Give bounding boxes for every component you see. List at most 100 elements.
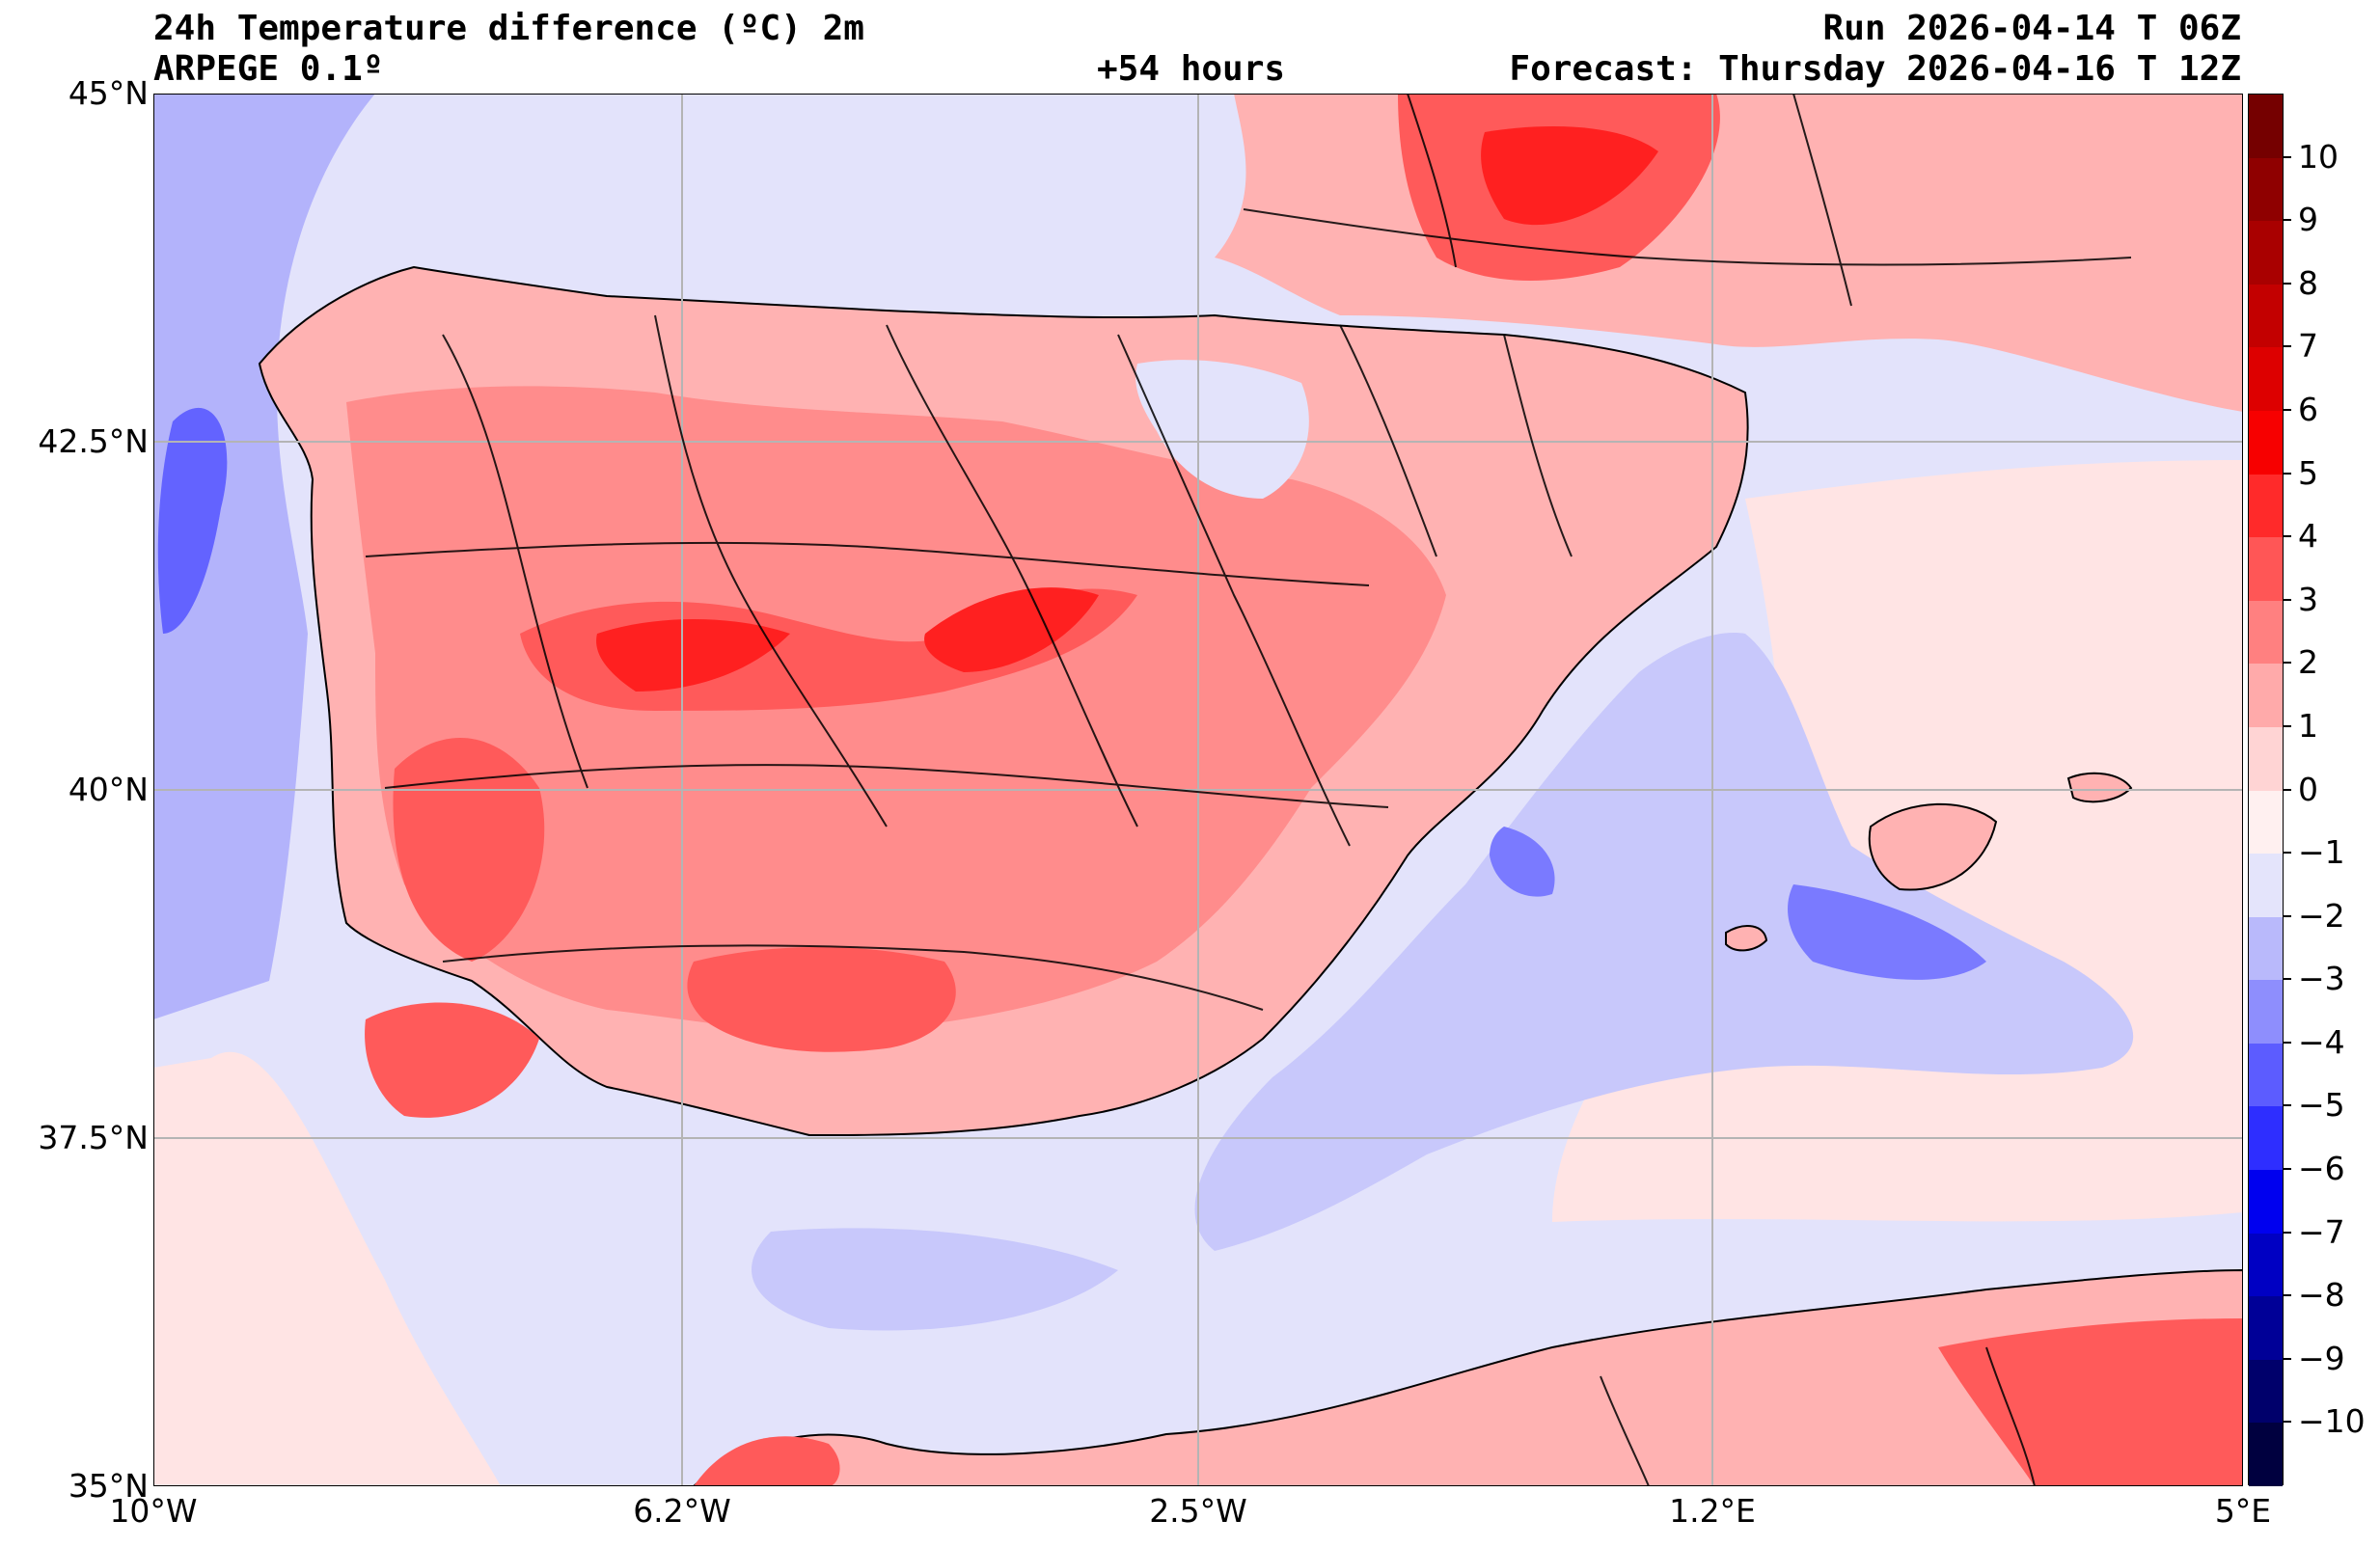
iberia-very-hot-zone	[596, 619, 790, 692]
colorbar-tick-label: −7	[2298, 1212, 2345, 1251]
colorbar-tick-label: 4	[2298, 517, 2318, 556]
colorbar-segment	[2249, 537, 2283, 602]
colorbar-tick	[2284, 914, 2291, 917]
colorbar-tick-label: 8	[2298, 263, 2318, 302]
lat-label-40n: 40°N	[68, 771, 149, 808]
colorbar-tick-label: 7	[2298, 327, 2318, 366]
colorbar-tick-label: −8	[2298, 1276, 2345, 1315]
colorbar-tick-label: 6	[2298, 390, 2318, 428]
colorbar-tick-label: 1	[2298, 706, 2318, 745]
colorbar-segment	[2249, 1043, 2283, 1107]
colorbar-segment	[2249, 1359, 2283, 1424]
colorbar-tick	[2284, 1357, 2291, 1360]
lon-label-5e: 5°E	[2214, 1492, 2272, 1530]
colorbar-tick	[2284, 1168, 2291, 1171]
colorbar-tick-label: 5	[2298, 453, 2318, 492]
med-cold-zone-2	[1490, 827, 1555, 897]
menorca-island	[2066, 772, 2133, 803]
lead-time-label: +54 hours	[1097, 49, 1286, 89]
colorbar-tick	[2284, 535, 2291, 538]
iberia-hot-zone-south	[687, 947, 956, 1052]
colorbar-tick-label: −9	[2298, 1339, 2345, 1377]
iberia-hot-zone-west	[393, 737, 545, 962]
colorbar-segment	[2249, 664, 2283, 728]
lon-label-10w: 10°W	[109, 1492, 198, 1530]
west-warm-zone	[153, 1051, 501, 1486]
model-label: ARPEGE 0.1º	[153, 49, 384, 89]
colorbar-tick	[2284, 345, 2291, 348]
alboran-cool-zone	[752, 1228, 1118, 1331]
colorbar-segment	[2249, 1233, 2283, 1297]
colorbar-tick-label: −3	[2298, 960, 2345, 998]
colorbar-tick	[2284, 219, 2291, 222]
colorbar-segment	[2249, 854, 2283, 918]
colorbar-segment	[2249, 1170, 2283, 1235]
colorbar-segment	[2249, 980, 2283, 1045]
lat-label-37-5n: 37.5°N	[38, 1119, 149, 1156]
colorbar-segment	[2249, 1296, 2283, 1361]
colorbar-segment	[2249, 916, 2283, 981]
lat-label-42-5n: 42.5°N	[38, 422, 149, 460]
run-label: Run 2026-04-14 T 06Z	[1822, 9, 2241, 48]
colorbar-tick	[2284, 662, 2291, 665]
forecast-label: Forecast: Thursday 2026-04-16 T 12Z	[1509, 49, 2241, 89]
lat-label-35n: 35°N	[68, 1467, 149, 1505]
colorbar-tick	[2284, 1104, 2291, 1107]
colorbar-tick	[2284, 598, 2291, 601]
colorbar-tick	[2284, 408, 2291, 411]
colorbar-tick	[2284, 472, 2291, 475]
colorbar-tick	[2284, 724, 2291, 727]
colorbar-tick-label: −6	[2298, 1150, 2345, 1188]
iberia-warm-zone	[346, 386, 1446, 1032]
colorbar-tick-label: −1	[2298, 833, 2345, 872]
map-title: 24h Temperature difference (ºC) 2m	[153, 9, 864, 48]
colorbar-tick-label: 0	[2298, 770, 2318, 808]
colorbar-tick	[2284, 1041, 2291, 1044]
colorbar-tick-label: −2	[2298, 896, 2345, 935]
med-cold-zone	[1788, 884, 1986, 980]
colorbar-segment	[2249, 1106, 2283, 1171]
colorbar-tick	[2284, 155, 2291, 158]
colorbar-tick-label: 2	[2298, 643, 2318, 682]
mallorca-island	[1868, 802, 1998, 891]
colorbar-segment	[2249, 347, 2283, 412]
north-africa-hot-zone	[1938, 1318, 2243, 1486]
colorbar-tick-label: 9	[2298, 201, 2318, 239]
colorbar-segment	[2249, 790, 2283, 855]
colorbar-tick	[2284, 1294, 2291, 1297]
temperature-difference-map	[153, 94, 2243, 1486]
colorbar-tick	[2284, 852, 2291, 855]
colorbar-segment	[2249, 474, 2283, 538]
atlantic-cold-zone	[157, 407, 228, 634]
colorbar-segment	[2249, 600, 2283, 665]
colorbar-tick-label: −10	[2298, 1402, 2366, 1441]
colorbar-tick-label: 10	[2298, 137, 2339, 176]
colorbar-tick-label: −4	[2298, 1022, 2345, 1061]
map-canvas	[153, 94, 2243, 1486]
atlantic-cool-zone	[153, 94, 375, 1019]
med-cool-zone	[1194, 633, 2134, 1251]
province-borders	[365, 94, 2132, 1486]
colorbar-segment	[2249, 221, 2283, 285]
france-very-hot	[1481, 126, 1658, 226]
ebro-cool-zone	[1135, 360, 1309, 499]
colorbar-segment	[2249, 726, 2283, 791]
colorbar-tick	[2284, 1231, 2291, 1234]
iberia-very-hot-zone-2	[924, 587, 1099, 672]
north-africa-land	[692, 1268, 2243, 1486]
colorbar-segment	[2249, 284, 2283, 348]
colorbar-tick	[2284, 282, 2291, 285]
colorbar-segment	[2249, 1423, 2283, 1487]
colorbar-tick	[2284, 978, 2291, 981]
colorbar-segment	[2249, 95, 2283, 159]
colorbar-tick-label: −5	[2298, 1086, 2345, 1125]
ibiza-island	[1725, 925, 1768, 952]
colorbar-tick	[2284, 788, 2291, 791]
lat-label-45n: 45°N	[68, 74, 149, 112]
colorbar	[2248, 94, 2284, 1487]
colorbar-segment	[2249, 157, 2283, 222]
iberia-hot-zone-sw	[365, 1002, 539, 1118]
lon-label-2-5w: 2.5°W	[1149, 1492, 1247, 1530]
lon-label-1-2e: 1.2°E	[1669, 1492, 1756, 1530]
lon-label-6-2w: 6.2°W	[633, 1492, 731, 1530]
